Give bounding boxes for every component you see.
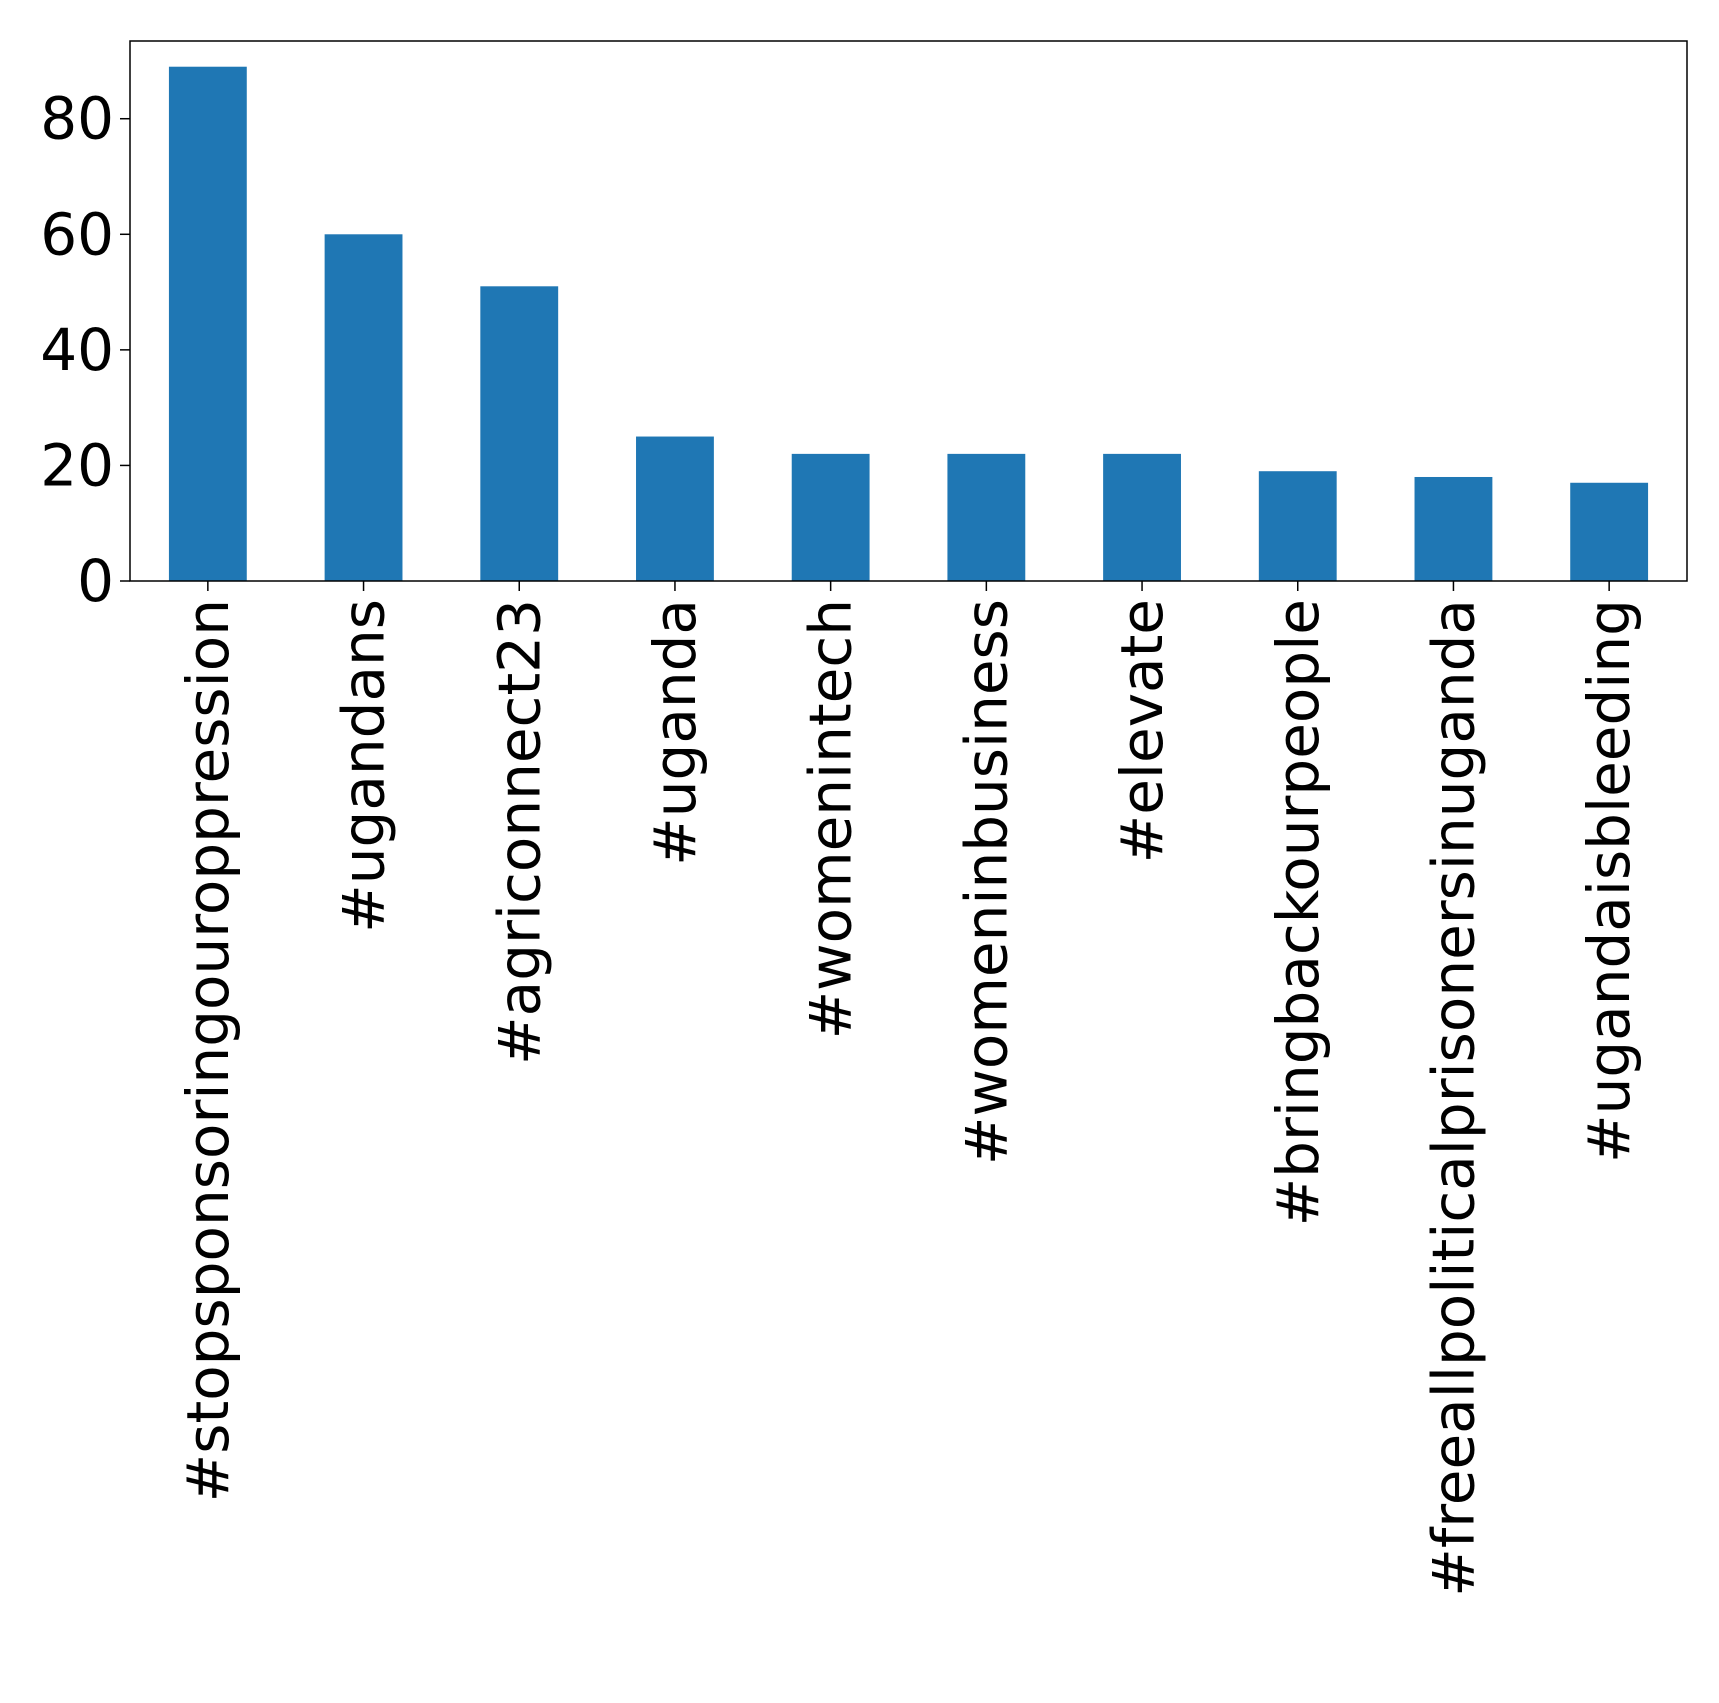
bar-ugandaisbleeding xyxy=(1570,482,1649,581)
y-tick-label: 20 xyxy=(40,431,114,499)
bar-uganda xyxy=(636,436,714,581)
y-tick-label: 0 xyxy=(77,547,114,615)
x-tick-label: #stopsponsoringouroppression xyxy=(174,599,242,1502)
x-tick-label: #bringbackourpeople xyxy=(1264,599,1332,1226)
y-tick-label: 60 xyxy=(40,200,114,268)
x-tick-label: #ugandans xyxy=(330,599,398,933)
x-tick-label: #agriconnect23 xyxy=(485,599,553,1065)
y-axis-ticks: 0 20 40 60 80 xyxy=(40,85,130,615)
y-tick-label: 40 xyxy=(40,316,114,384)
bar-ugandans xyxy=(324,234,403,581)
x-tick-label: #ugandaisbleeding xyxy=(1575,599,1643,1163)
bar-bringbackourpeople xyxy=(1258,471,1337,581)
x-axis-ticks: #stopsponsoringouroppression #ugandans #ag… xyxy=(174,581,1643,1597)
plot-frame xyxy=(129,40,1688,582)
bar-elevate xyxy=(1103,453,1181,581)
bars-group xyxy=(168,66,1649,581)
x-tick-label: #womenintech xyxy=(797,599,865,1039)
bar-womeninbusiness xyxy=(947,453,1026,581)
x-tick-label: #freeallpoliticalprisonersinuganda xyxy=(1419,599,1487,1597)
bar-agriconnect23 xyxy=(480,286,559,581)
x-tick-label: #womeninbusiness xyxy=(952,599,1020,1165)
bar-freeallpoliticalprisonersinuganda xyxy=(1414,476,1493,581)
y-tick-label: 80 xyxy=(40,85,114,153)
bar-womenintech xyxy=(791,453,870,581)
bar-stopsponsoringouroppression xyxy=(168,66,247,581)
x-tick-label: #elevate xyxy=(1108,599,1176,863)
x-tick-label: #uganda xyxy=(641,599,709,866)
